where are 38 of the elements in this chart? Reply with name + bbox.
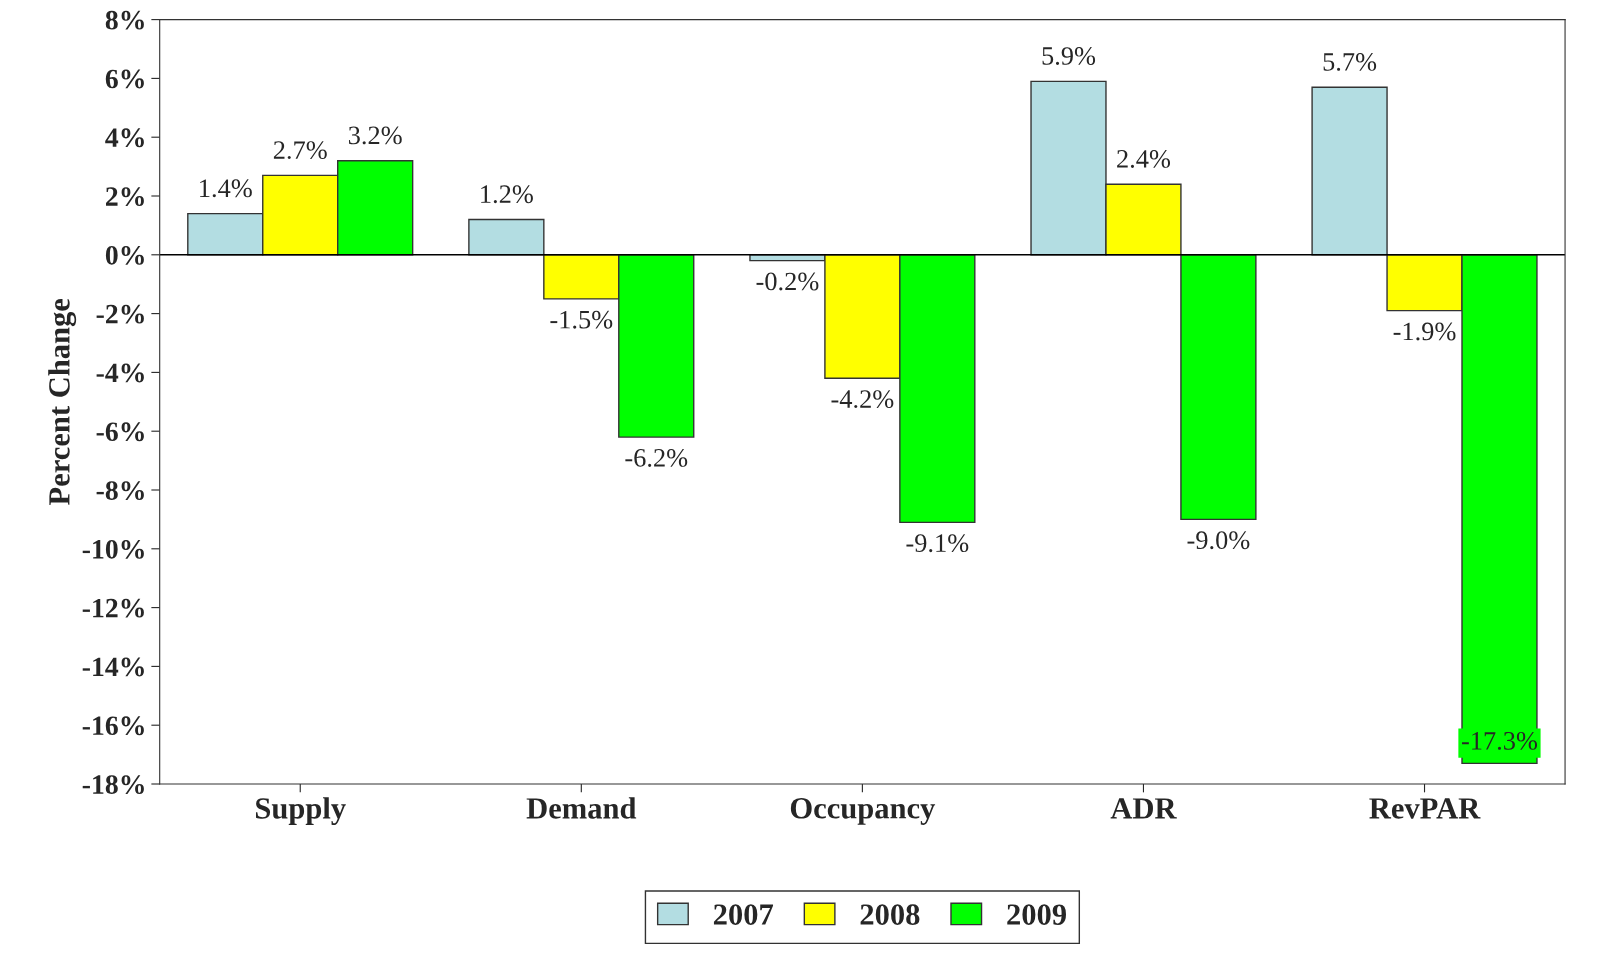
y-tick-label: -2% <box>96 304 144 324</box>
x-tick-label: Supply <box>256 797 346 825</box>
data-label: -1.5% <box>550 310 613 329</box>
y-tick-label: 6% <box>105 69 144 89</box>
data-label: 1.2% <box>481 185 533 204</box>
x-tick-label: RevPAR <box>1369 798 1481 819</box>
y-tick-label: -14% <box>82 657 144 677</box>
legend-label: 2007 <box>713 904 774 925</box>
y-tick-label: 2% <box>106 187 144 206</box>
y-tick-label: -12% <box>82 598 144 618</box>
y-tick-label: -18% <box>82 775 144 794</box>
y-tick-label: -4% <box>96 363 144 383</box>
x-tick-label: Demand <box>526 797 637 819</box>
y-axis-title: Percent Change <box>48 298 77 505</box>
data-label: -0.2% <box>756 272 819 291</box>
data-label: -6.2% <box>625 448 688 467</box>
data-label: -17.3% <box>1461 731 1538 750</box>
data-label: 2.7% <box>273 141 327 160</box>
y-tick-label: 4% <box>105 128 144 148</box>
x-tick-label: Occupancy <box>790 798 936 825</box>
data-label: -9.0% <box>1187 531 1250 550</box>
data-label: -9.1% <box>906 534 969 553</box>
data-label: 1.4% <box>200 179 252 198</box>
y-tick-label: -8% <box>96 481 144 500</box>
data-label: 5.9% <box>1042 47 1096 65</box>
data-label: 3.2% <box>348 126 402 145</box>
data-label: 5.7% <box>1323 52 1377 71</box>
x-tick-label: ADR <box>1110 798 1177 819</box>
legend-label: 2008 <box>860 904 920 925</box>
y-tick-label: -10% <box>82 539 144 559</box>
legend-label: 2009 <box>1007 904 1066 925</box>
y-tick-label: -16% <box>82 716 144 736</box>
data-label: 2.4% <box>1117 149 1171 168</box>
data-label: -1.9% <box>1393 322 1456 341</box>
data-label: -4.2% <box>831 390 894 409</box>
y-tick-label: -6% <box>96 422 144 442</box>
y-tick-label: 8% <box>105 10 144 30</box>
y-tick-label: 0% <box>105 245 144 265</box>
